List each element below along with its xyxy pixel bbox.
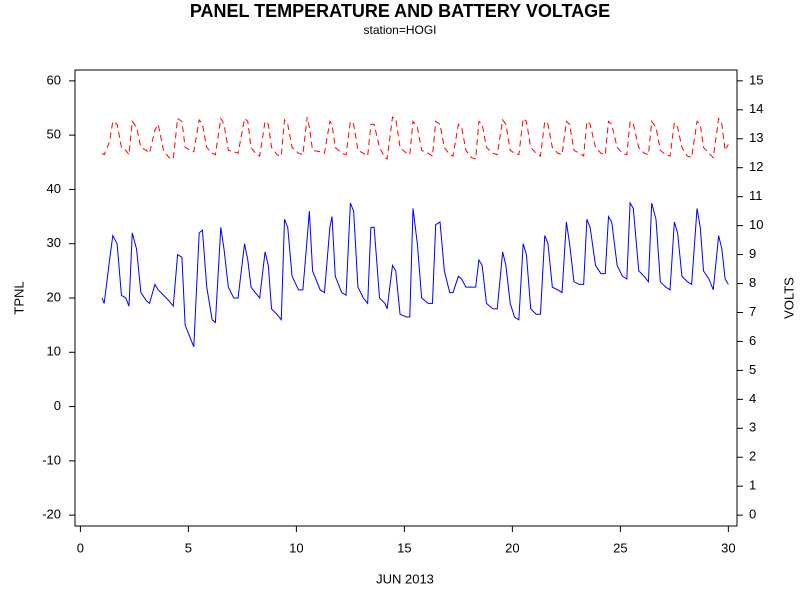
data-line <box>101 116 729 160</box>
y2-tick-label: 3 <box>749 420 756 435</box>
y-tick-label: -20 <box>42 507 61 522</box>
y2-tick-label: 15 <box>749 72 763 87</box>
y2-tick-label: 6 <box>749 333 756 348</box>
x-tick-label: 0 <box>77 540 84 555</box>
y-tick-label: 10 <box>47 344 61 359</box>
y2-axis-label: VOLTS <box>781 277 796 319</box>
y-tick-label: -10 <box>42 452 61 467</box>
y2-tick-label: 14 <box>749 101 763 116</box>
y2-tick-label: 9 <box>749 246 756 261</box>
y-tick-label: 30 <box>47 235 61 250</box>
x-axis-label: JUN 2013 <box>376 571 434 586</box>
y2-tick-label: 7 <box>749 304 756 319</box>
x-tick-label: 10 <box>289 540 303 555</box>
y2-tick-label: 10 <box>749 217 763 232</box>
x-tick-label: 20 <box>505 540 519 555</box>
y2-tick-label: 2 <box>749 449 756 464</box>
y-tick-label: 40 <box>47 181 61 196</box>
y-axis-label: TPNL <box>11 281 26 314</box>
y2-tick-label: 0 <box>749 507 756 522</box>
y-tick-label: 0 <box>54 398 61 413</box>
chart-title: PANEL TEMPERATURE AND BATTERY VOLTAGE <box>190 1 610 21</box>
y-tick-label: 50 <box>47 127 61 142</box>
x-tick-label: 5 <box>185 540 192 555</box>
y-tick-label: 20 <box>47 289 61 304</box>
y2-tick-label: 13 <box>749 130 763 145</box>
y2-tick-label: 5 <box>749 362 756 377</box>
y-tick-label: 60 <box>47 72 61 87</box>
y2-tick-label: 11 <box>749 188 763 203</box>
y2-tick-label: 12 <box>749 159 763 174</box>
data-line <box>101 201 729 348</box>
y2-tick-label: 4 <box>749 391 756 406</box>
x-tick-label: 25 <box>613 540 627 555</box>
y2-tick-label: 1 <box>749 478 756 493</box>
x-tick-label: 15 <box>397 540 411 555</box>
chart-subtitle: station=HOGI <box>363 23 436 37</box>
y2-tick-label: 8 <box>749 275 756 290</box>
x-tick-label: 30 <box>721 540 735 555</box>
